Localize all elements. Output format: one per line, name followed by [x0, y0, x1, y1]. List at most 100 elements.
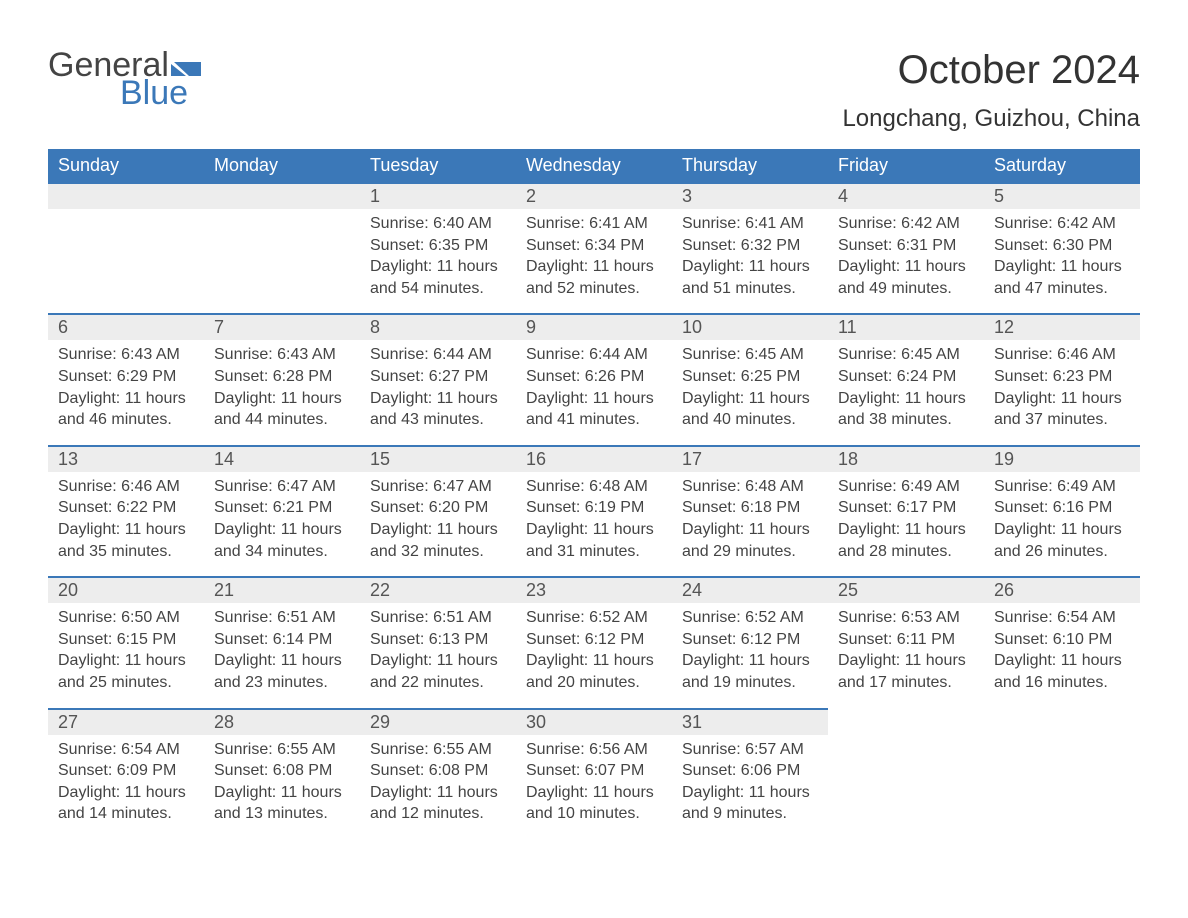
- sunset-line: Sunset: 6:16 PM: [994, 497, 1130, 519]
- daylight-line: Daylight: 11 hours and 22 minutes.: [370, 650, 506, 693]
- sunrise-line: Sunrise: 6:45 AM: [682, 344, 818, 366]
- daylight-line: Daylight: 11 hours and 52 minutes.: [526, 256, 662, 299]
- week-detail-row: Sunrise: 6:50 AMSunset: 6:15 PMDaylight:…: [48, 603, 1140, 708]
- day-number-cell: 14: [204, 446, 360, 472]
- daylight-line: Daylight: 11 hours and 32 minutes.: [370, 519, 506, 562]
- day-number-cell: 27: [48, 709, 204, 735]
- sunrise-line: Sunrise: 6:52 AM: [526, 607, 662, 629]
- day-detail-cell: Sunrise: 6:40 AMSunset: 6:35 PMDaylight:…: [360, 209, 516, 314]
- calendar-table: SundayMondayTuesdayWednesdayThursdayFrid…: [48, 149, 1140, 839]
- day-detail-cell: Sunrise: 6:41 AMSunset: 6:32 PMDaylight:…: [672, 209, 828, 314]
- sunrise-line: Sunrise: 6:44 AM: [526, 344, 662, 366]
- day-detail-cell: Sunrise: 6:56 AMSunset: 6:07 PMDaylight:…: [516, 735, 672, 839]
- sunset-line: Sunset: 6:08 PM: [214, 760, 350, 782]
- daylight-line: Daylight: 11 hours and 23 minutes.: [214, 650, 350, 693]
- daylight-line: Daylight: 11 hours and 26 minutes.: [994, 519, 1130, 562]
- title-block: October 2024 Longchang, Guizhou, China: [842, 48, 1140, 133]
- day-detail-cell: Sunrise: 6:47 AMSunset: 6:21 PMDaylight:…: [204, 472, 360, 577]
- day-detail-cell: Sunrise: 6:46 AMSunset: 6:23 PMDaylight:…: [984, 340, 1140, 445]
- day-number-cell: 20: [48, 577, 204, 603]
- sunset-line: Sunset: 6:13 PM: [370, 629, 506, 651]
- daylight-line: Daylight: 11 hours and 43 minutes.: [370, 388, 506, 431]
- daylight-line: Daylight: 11 hours and 51 minutes.: [682, 256, 818, 299]
- sunset-line: Sunset: 6:32 PM: [682, 235, 818, 257]
- day-number-cell: 29: [360, 709, 516, 735]
- daylight-line: Daylight: 11 hours and 28 minutes.: [838, 519, 974, 562]
- day-detail-cell: Sunrise: 6:44 AMSunset: 6:26 PMDaylight:…: [516, 340, 672, 445]
- day-number-cell: 30: [516, 709, 672, 735]
- daylight-line: Daylight: 11 hours and 41 minutes.: [526, 388, 662, 431]
- day-number-cell: 21: [204, 577, 360, 603]
- day-detail-cell: Sunrise: 6:43 AMSunset: 6:29 PMDaylight:…: [48, 340, 204, 445]
- day-number-cell: [828, 709, 984, 735]
- day-detail-cell: Sunrise: 6:55 AMSunset: 6:08 PMDaylight:…: [360, 735, 516, 839]
- sunrise-line: Sunrise: 6:51 AM: [214, 607, 350, 629]
- day-number-cell: 6: [48, 314, 204, 340]
- day-number-cell: 25: [828, 577, 984, 603]
- week-daynum-row: 6789101112: [48, 314, 1140, 340]
- day-detail-cell: Sunrise: 6:41 AMSunset: 6:34 PMDaylight:…: [516, 209, 672, 314]
- sunset-line: Sunset: 6:15 PM: [58, 629, 194, 651]
- sunset-line: Sunset: 6:12 PM: [526, 629, 662, 651]
- day-detail-cell: Sunrise: 6:57 AMSunset: 6:06 PMDaylight:…: [672, 735, 828, 839]
- logo: General Blue: [48, 48, 201, 110]
- logo-word-blue: Blue: [120, 76, 201, 110]
- sunrise-line: Sunrise: 6:55 AM: [370, 739, 506, 761]
- sunset-line: Sunset: 6:31 PM: [838, 235, 974, 257]
- weekday-header: Thursday: [672, 149, 828, 183]
- sunset-line: Sunset: 6:09 PM: [58, 760, 194, 782]
- day-detail-cell: Sunrise: 6:54 AMSunset: 6:10 PMDaylight:…: [984, 603, 1140, 708]
- sunset-line: Sunset: 6:24 PM: [838, 366, 974, 388]
- week-daynum-row: 13141516171819: [48, 446, 1140, 472]
- day-detail-cell: [828, 735, 984, 839]
- day-number-cell: 11: [828, 314, 984, 340]
- week-daynum-row: 12345: [48, 183, 1140, 209]
- day-number-cell: [984, 709, 1140, 735]
- sunrise-line: Sunrise: 6:41 AM: [526, 213, 662, 235]
- sunset-line: Sunset: 6:07 PM: [526, 760, 662, 782]
- day-detail-cell: Sunrise: 6:46 AMSunset: 6:22 PMDaylight:…: [48, 472, 204, 577]
- weekday-header: Tuesday: [360, 149, 516, 183]
- daylight-line: Daylight: 11 hours and 46 minutes.: [58, 388, 194, 431]
- week-daynum-row: 2728293031: [48, 709, 1140, 735]
- sunset-line: Sunset: 6:23 PM: [994, 366, 1130, 388]
- logo-flag-icon: [171, 54, 201, 76]
- daylight-line: Daylight: 11 hours and 37 minutes.: [994, 388, 1130, 431]
- month-title: October 2024: [842, 48, 1140, 93]
- weekday-header: Monday: [204, 149, 360, 183]
- daylight-line: Daylight: 11 hours and 34 minutes.: [214, 519, 350, 562]
- day-number-cell: 7: [204, 314, 360, 340]
- daylight-line: Daylight: 11 hours and 40 minutes.: [682, 388, 818, 431]
- day-detail-cell: Sunrise: 6:45 AMSunset: 6:25 PMDaylight:…: [672, 340, 828, 445]
- daylight-line: Daylight: 11 hours and 14 minutes.: [58, 782, 194, 825]
- sunset-line: Sunset: 6:21 PM: [214, 497, 350, 519]
- daylight-line: Daylight: 11 hours and 29 minutes.: [682, 519, 818, 562]
- sunrise-line: Sunrise: 6:47 AM: [370, 476, 506, 498]
- day-detail-cell: Sunrise: 6:48 AMSunset: 6:18 PMDaylight:…: [672, 472, 828, 577]
- sunrise-line: Sunrise: 6:46 AM: [58, 476, 194, 498]
- daylight-line: Daylight: 11 hours and 9 minutes.: [682, 782, 818, 825]
- day-number-cell: 2: [516, 183, 672, 209]
- sunset-line: Sunset: 6:27 PM: [370, 366, 506, 388]
- day-detail-cell: Sunrise: 6:52 AMSunset: 6:12 PMDaylight:…: [672, 603, 828, 708]
- daylight-line: Daylight: 11 hours and 25 minutes.: [58, 650, 194, 693]
- daylight-line: Daylight: 11 hours and 19 minutes.: [682, 650, 818, 693]
- sunrise-line: Sunrise: 6:43 AM: [214, 344, 350, 366]
- sunrise-line: Sunrise: 6:40 AM: [370, 213, 506, 235]
- sunrise-line: Sunrise: 6:49 AM: [994, 476, 1130, 498]
- day-number-cell: 13: [48, 446, 204, 472]
- sunrise-line: Sunrise: 6:52 AM: [682, 607, 818, 629]
- day-number-cell: 22: [360, 577, 516, 603]
- day-detail-cell: Sunrise: 6:49 AMSunset: 6:16 PMDaylight:…: [984, 472, 1140, 577]
- day-detail-cell: Sunrise: 6:48 AMSunset: 6:19 PMDaylight:…: [516, 472, 672, 577]
- day-detail-cell: Sunrise: 6:44 AMSunset: 6:27 PMDaylight:…: [360, 340, 516, 445]
- week-detail-row: Sunrise: 6:40 AMSunset: 6:35 PMDaylight:…: [48, 209, 1140, 314]
- daylight-line: Daylight: 11 hours and 31 minutes.: [526, 519, 662, 562]
- day-number-cell: 31: [672, 709, 828, 735]
- daylight-line: Daylight: 11 hours and 38 minutes.: [838, 388, 974, 431]
- sunrise-line: Sunrise: 6:47 AM: [214, 476, 350, 498]
- sunset-line: Sunset: 6:26 PM: [526, 366, 662, 388]
- day-number-cell: 10: [672, 314, 828, 340]
- day-number-cell: 16: [516, 446, 672, 472]
- sunrise-line: Sunrise: 6:45 AM: [838, 344, 974, 366]
